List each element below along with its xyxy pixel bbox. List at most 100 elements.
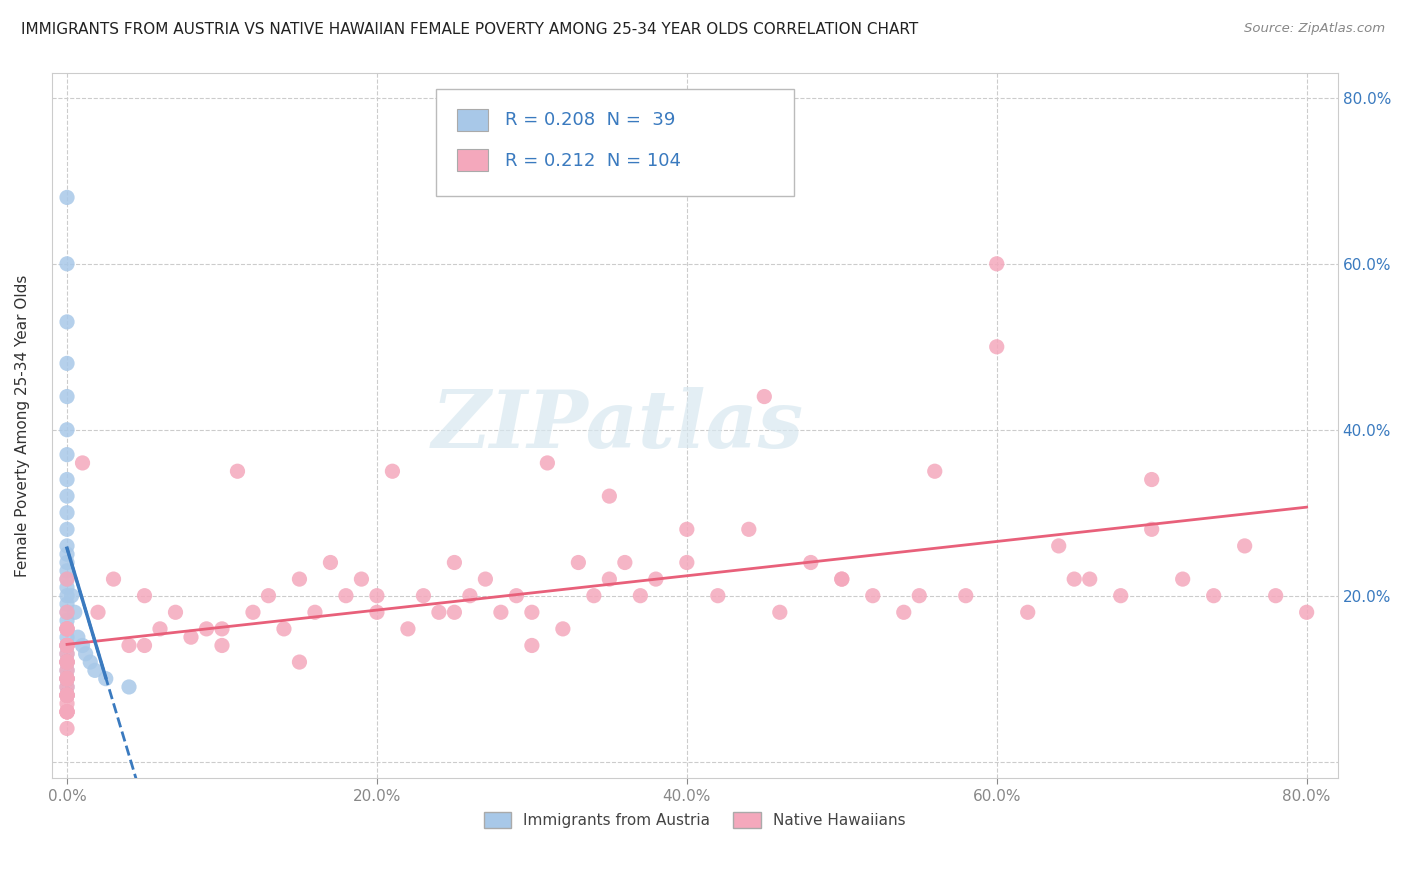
Point <box>412 589 434 603</box>
Point <box>56 556 79 570</box>
Point <box>1063 572 1085 586</box>
Point <box>1202 589 1225 603</box>
Y-axis label: Female Poverty Among 25-34 Year Olds: Female Poverty Among 25-34 Year Olds <box>15 275 30 577</box>
Point <box>56 639 79 653</box>
Point <box>60 589 83 603</box>
Point <box>72 639 94 653</box>
Point <box>707 589 730 603</box>
Point <box>862 589 884 603</box>
Point <box>831 572 853 586</box>
Point <box>56 639 79 653</box>
Point <box>738 522 761 536</box>
Point <box>831 572 853 586</box>
Point <box>56 589 79 603</box>
Point <box>56 705 79 719</box>
Point <box>56 655 79 669</box>
Point <box>582 589 605 603</box>
Point <box>458 589 481 603</box>
Point <box>226 464 249 478</box>
Point <box>63 605 86 619</box>
Point <box>165 605 187 619</box>
Point <box>1109 589 1132 603</box>
Point <box>257 589 280 603</box>
Point <box>56 605 79 619</box>
Point <box>56 564 79 578</box>
Point <box>288 655 311 669</box>
Point <box>103 572 125 586</box>
Point <box>489 605 512 619</box>
Point <box>56 722 79 736</box>
Point <box>56 614 79 628</box>
Point <box>366 605 388 619</box>
Point <box>56 489 79 503</box>
Point <box>1047 539 1070 553</box>
Point <box>304 605 326 619</box>
Point <box>676 522 699 536</box>
Point <box>893 605 915 619</box>
Point <box>56 547 79 561</box>
Point <box>986 340 1008 354</box>
Point <box>924 464 946 478</box>
Point <box>1017 605 1039 619</box>
Text: Source: ZipAtlas.com: Source: ZipAtlas.com <box>1244 22 1385 36</box>
Point <box>84 664 107 678</box>
Point <box>56 315 79 329</box>
Point <box>56 622 79 636</box>
Point <box>118 680 141 694</box>
Point <box>134 589 156 603</box>
Point <box>118 639 141 653</box>
Point <box>56 688 79 702</box>
Point <box>505 589 527 603</box>
Point <box>56 672 79 686</box>
Point <box>94 672 117 686</box>
Point <box>1140 522 1163 536</box>
Point <box>56 655 79 669</box>
Point <box>56 705 79 719</box>
Point <box>134 639 156 653</box>
Point <box>800 556 823 570</box>
Point <box>56 688 79 702</box>
Point <box>195 622 218 636</box>
Point <box>536 456 558 470</box>
Point <box>56 647 79 661</box>
Point <box>56 705 79 719</box>
Point <box>754 390 776 404</box>
Point <box>56 688 79 702</box>
Point <box>75 647 97 661</box>
Point <box>56 639 79 653</box>
Text: ZIPatlas: ZIPatlas <box>432 387 803 465</box>
Text: R = 0.212  N = 104: R = 0.212 N = 104 <box>505 152 681 169</box>
Point <box>319 556 342 570</box>
Point <box>567 556 589 570</box>
Point <box>79 655 101 669</box>
Point <box>335 589 357 603</box>
Point <box>56 356 79 370</box>
Point <box>366 589 388 603</box>
Point <box>56 539 79 553</box>
Point <box>56 655 79 669</box>
Text: R = 0.208  N =  39: R = 0.208 N = 39 <box>505 112 675 129</box>
Point <box>56 655 79 669</box>
Point <box>1140 473 1163 487</box>
Point <box>56 622 79 636</box>
Point <box>56 522 79 536</box>
Point <box>66 630 89 644</box>
Point <box>211 622 233 636</box>
Point <box>56 473 79 487</box>
Point <box>350 572 373 586</box>
Point <box>56 680 79 694</box>
Point <box>1078 572 1101 586</box>
Point <box>56 572 79 586</box>
Point <box>56 664 79 678</box>
Point <box>628 589 651 603</box>
Legend: Immigrants from Austria, Native Hawaiians: Immigrants from Austria, Native Hawaiian… <box>478 805 911 834</box>
Point <box>56 190 79 204</box>
Point <box>56 688 79 702</box>
Point <box>644 572 666 586</box>
Point <box>273 622 295 636</box>
Point <box>56 597 79 611</box>
Point <box>56 622 79 636</box>
Point <box>87 605 110 619</box>
Point <box>908 589 931 603</box>
Point <box>56 448 79 462</box>
